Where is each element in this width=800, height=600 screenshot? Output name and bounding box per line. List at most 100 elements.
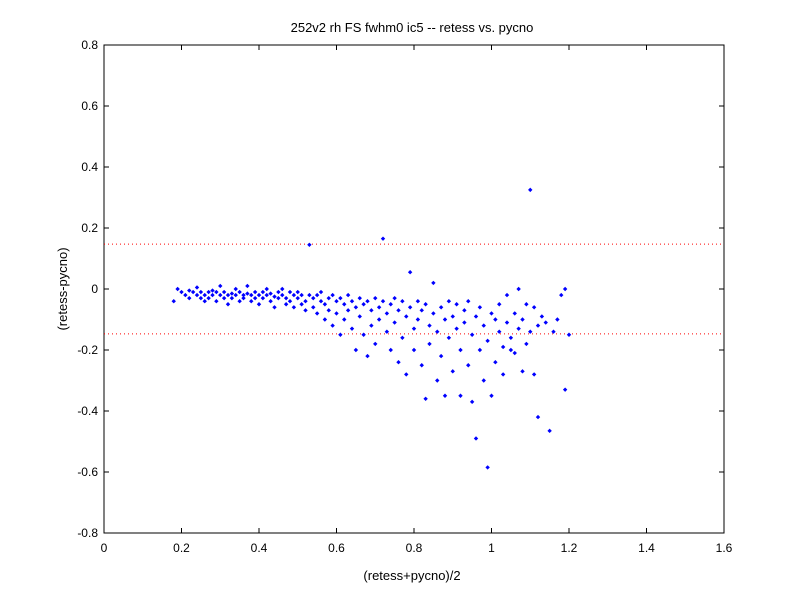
data-point — [376, 305, 382, 310]
data-point — [497, 302, 502, 307]
data-point — [392, 320, 397, 325]
data-point — [466, 363, 471, 368]
data-point — [287, 299, 293, 304]
data-point — [458, 393, 463, 398]
data-point — [388, 347, 393, 353]
x-tick-label: 0.2 — [173, 541, 190, 555]
data-point — [187, 288, 192, 293]
data-point — [342, 302, 347, 307]
data-point — [380, 236, 386, 241]
data-point — [330, 323, 335, 328]
data-point — [276, 289, 281, 295]
data-point — [256, 302, 262, 307]
data-point — [559, 292, 564, 298]
data-point — [384, 311, 390, 316]
data-point — [357, 314, 362, 319]
data-point — [171, 299, 176, 304]
data-point — [229, 291, 235, 296]
data-point — [415, 317, 421, 322]
data-point — [245, 291, 250, 296]
data-point — [241, 292, 246, 298]
data-point — [458, 347, 463, 353]
data-point — [489, 311, 494, 316]
data-point — [477, 305, 483, 310]
data-point — [214, 299, 219, 304]
data-point — [283, 302, 289, 307]
data-point — [326, 308, 331, 313]
data-point — [349, 299, 355, 304]
data-point — [237, 299, 242, 304]
data-point — [264, 286, 269, 292]
data-point — [438, 353, 444, 359]
axes-frame — [103, 44, 725, 534]
data-point — [229, 295, 235, 301]
data-point — [373, 341, 378, 347]
data-point — [369, 323, 374, 328]
data-point — [361, 302, 366, 307]
data-point — [543, 320, 548, 325]
data-point — [311, 305, 316, 310]
data-point — [218, 292, 223, 298]
data-point — [330, 292, 335, 298]
data-point — [365, 299, 370, 304]
y-tick-label: 0.6 — [81, 99, 98, 113]
data-point — [272, 305, 277, 310]
data-point — [504, 292, 510, 298]
data-point — [388, 302, 393, 307]
data-point — [299, 302, 304, 307]
data-point — [427, 323, 432, 328]
data-point — [245, 283, 250, 289]
y-tick-label: 0.8 — [81, 38, 98, 52]
data-point — [473, 314, 479, 319]
data-points — [171, 187, 572, 470]
data-point — [438, 305, 444, 310]
y-tick-label: 0.2 — [81, 221, 98, 235]
data-point — [353, 305, 359, 310]
data-point — [415, 299, 421, 304]
data-point — [396, 360, 401, 365]
data-point — [407, 270, 413, 275]
data-point — [299, 292, 304, 298]
data-point — [528, 187, 533, 193]
data-point — [206, 289, 211, 295]
data-point — [392, 295, 397, 301]
data-point — [407, 305, 413, 310]
data-point — [508, 347, 514, 353]
data-point — [237, 289, 242, 295]
data-point — [508, 335, 514, 340]
data-point — [466, 299, 471, 304]
x-tick-label: 0.6 — [328, 541, 345, 555]
y-tick-label: 0.4 — [81, 160, 98, 174]
data-point — [365, 353, 370, 359]
y-axis-label: (retess-pycno) — [55, 247, 70, 330]
data-point — [400, 335, 405, 340]
data-point — [276, 295, 281, 301]
data-point — [404, 314, 409, 319]
data-point — [473, 436, 479, 441]
data-point — [462, 320, 467, 325]
data-point — [547, 428, 552, 434]
data-point — [512, 311, 517, 316]
data-point — [295, 295, 300, 301]
data-point — [241, 295, 246, 301]
data-point — [252, 295, 258, 301]
data-point — [423, 302, 428, 307]
data-point — [190, 289, 196, 295]
data-point — [469, 332, 475, 337]
data-point — [256, 292, 262, 298]
data-point — [376, 317, 382, 322]
data-point — [179, 289, 184, 295]
data-point — [326, 295, 331, 301]
data-point — [539, 314, 545, 319]
y-tick-label: -0.2 — [77, 343, 98, 357]
data-point — [489, 393, 494, 398]
data-point — [260, 289, 266, 295]
data-point — [353, 347, 359, 353]
x-axis-ticks: 0 0.2 0.4 0.6 0.8 1 1.2 1.4 1.6 — [101, 45, 733, 555]
data-point — [512, 350, 517, 356]
data-point — [342, 317, 347, 322]
data-point — [454, 302, 459, 307]
data-point — [291, 292, 297, 298]
data-point — [454, 326, 459, 331]
data-point — [520, 317, 525, 322]
